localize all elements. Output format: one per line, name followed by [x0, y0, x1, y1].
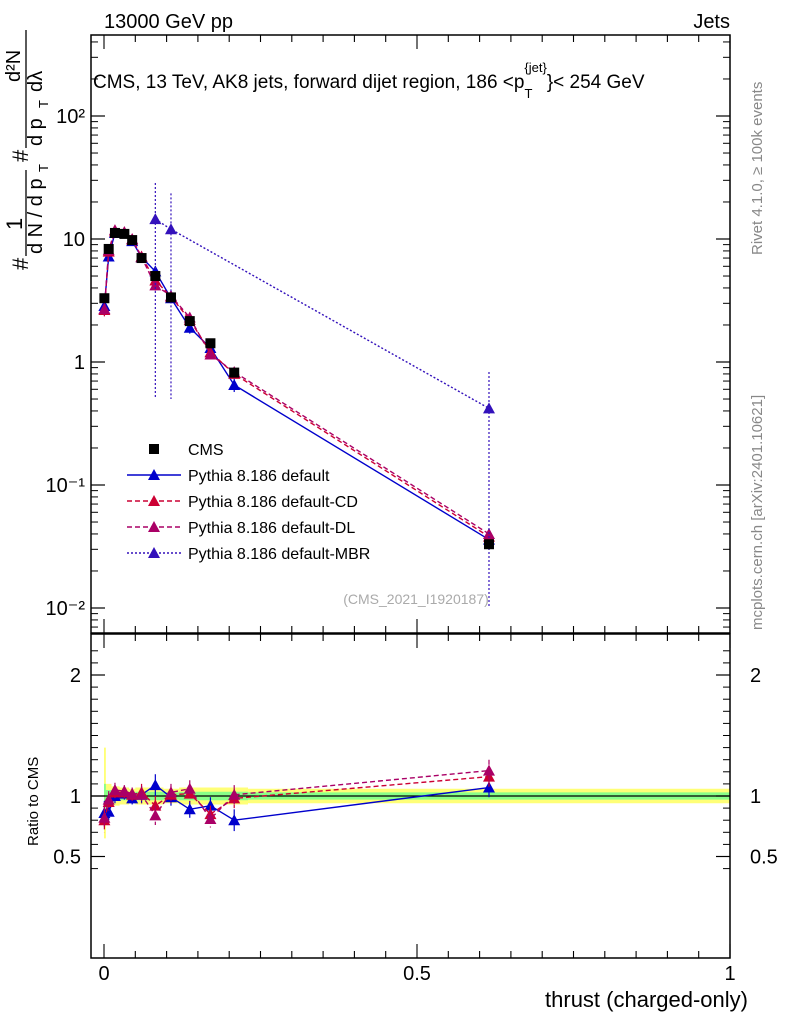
ratio-pythia-8-186-default-dl-series	[98, 759, 495, 830]
ratio-pythia-8-186-default-point	[482, 781, 495, 793]
y-tick-label: 10⁻²	[46, 598, 86, 620]
plot-title-main: CMS, 13 TeV, AK8 jets, forward dijet reg…	[93, 72, 524, 93]
ratio-pythia-8-186-default-point	[149, 779, 162, 791]
ratio-y-label: Ratio to CMS	[25, 757, 42, 846]
ratio-y-tick-label: 2	[70, 665, 81, 687]
plot-title-sub: T	[524, 86, 532, 101]
rivet-label: Rivet 4.1.0, ≥ 100k events	[749, 82, 766, 255]
legend-label: Pythia 8.186 default	[188, 468, 330, 485]
ratio-pythia-8-186-default-dl-point	[118, 785, 131, 797]
y-label-d2n: d²N	[3, 50, 25, 82]
category-label: Jets	[693, 11, 730, 33]
main-pythia-8-186-default-mbr-line	[154, 218, 490, 409]
ratio-plot-frame	[90, 633, 731, 959]
y-tick-label: 10⁻¹	[46, 475, 86, 497]
ratio-pythia-8-186-default-dl-point	[183, 782, 196, 794]
main-plot-series	[98, 183, 495, 608]
legend-label: CMS	[188, 442, 224, 459]
ratio-pythia-8-186-default-dl-point	[164, 786, 177, 798]
main-pythia-8-186-default-mbr-point	[149, 213, 162, 225]
main-cms-point	[103, 243, 114, 254]
y-label-hash1: #	[8, 257, 33, 270]
y-axis-label: # 1 d N / d p T # d²N d p T dλ	[2, 30, 51, 270]
main-plot-frame	[90, 34, 731, 634]
y-label-dl: dλ	[25, 71, 47, 92]
main-cms-point	[205, 338, 216, 349]
legend-marker	[148, 547, 160, 558]
ratio-pythia-8-186-default-point	[183, 803, 196, 815]
y-label-t2: T	[36, 100, 51, 108]
y-label-t1: T	[36, 164, 51, 172]
plot-title: CMS, 13 TeV, AK8 jets, forward dijet reg…	[93, 60, 645, 101]
ratio-y-tick-label-right: 1	[750, 786, 761, 808]
main-cms-point	[150, 271, 161, 282]
legend-marker	[148, 469, 160, 480]
main-cms-point	[99, 293, 110, 304]
energy-label: 13000 GeV pp	[104, 11, 233, 33]
y-label-hash2: #	[8, 149, 33, 162]
main-cms-point	[483, 539, 494, 550]
uncertainty-bands	[91, 747, 730, 839]
ratio-pythia-8-186-default-dl-point	[149, 809, 162, 821]
ratio-plot-series	[98, 759, 495, 833]
ratio-pythia-8-186-default-point	[204, 799, 217, 811]
ratio-pythia-8-186-default-dl-point	[228, 788, 241, 800]
main-pythia-8-186-default-mbr-series	[149, 183, 495, 608]
tick-labels: 10⁻² 10⁻¹ 1 10 10² 0.5 0.5 1 1 2 2 0 0.5 1	[46, 106, 778, 985]
y-label-dn: d N / d p	[25, 178, 47, 254]
plot-title-tail: }< 254 GeV	[547, 72, 645, 93]
ratio-y-tick-label: 1	[70, 786, 81, 808]
legend: CMS Pythia 8.186 default Pythia 8.186 defa…	[127, 442, 370, 563]
legend-marker	[149, 444, 159, 454]
x-tick-label: 1	[724, 963, 735, 985]
main-cms-point	[229, 367, 240, 378]
ratio-pythia-8-186-default-dl-point	[126, 787, 139, 799]
main-pythia-8-186-default-dl-line	[103, 229, 490, 535]
legend-marker	[148, 495, 160, 506]
main-pythia-8-186-default-point	[183, 321, 196, 333]
main-pythia-8-186-default-cd-line	[103, 230, 490, 538]
main-cms-point	[127, 235, 138, 246]
legend-label: Pythia 8.186 default-CD	[188, 494, 358, 511]
ratio-pythia-8-186-default-dl-point	[204, 812, 217, 824]
legend-label: Pythia 8.186 default-DL	[188, 520, 355, 537]
main-cms-point	[184, 316, 195, 327]
ratio-pythia-8-186-default-cd-point	[149, 799, 162, 811]
main-cms-point	[136, 253, 147, 264]
ratio-pythia-8-186-default-dl-point	[108, 783, 121, 795]
axis-ticks	[91, 35, 731, 958]
main-pythia-8-186-default-mbr-point	[164, 223, 177, 235]
ratio-y-tick-label-right: 2	[750, 665, 761, 687]
ratio-pythia-8-186-default-dl-point	[98, 811, 111, 823]
legend-label: Pythia 8.186 default-MBR	[188, 546, 370, 563]
y-label-dp: d p	[25, 118, 47, 146]
main-cms-series	[99, 227, 494, 550]
y-tick-label: 1	[74, 352, 85, 374]
x-tick-label: 0.5	[403, 963, 431, 985]
x-axis-label: thrust (charged-only)	[545, 987, 748, 1012]
source-label: mcplots.cern.ch [arXiv:2401.10621]	[749, 395, 766, 630]
main-cms-point	[165, 292, 176, 303]
ratio-pythia-8-186-default-dl-point	[102, 793, 115, 805]
x-tick-label: 0	[98, 963, 109, 985]
y-label-one: 1	[2, 218, 27, 230]
y-tick-label: 10	[63, 229, 85, 251]
ratio-pythia-8-186-default-dl-point	[482, 764, 495, 776]
main-pythia-8-186-default-dl-point	[98, 302, 111, 314]
ratio-pythia-8-186-default-point	[228, 814, 241, 826]
plot-title-sup: {jet}	[524, 60, 547, 75]
y-tick-label: 10²	[56, 106, 85, 128]
main-cms-point	[109, 227, 120, 238]
analysis-id: (CMS_2021_I1920187)	[343, 591, 489, 607]
ratio-pythia-8-186-default-dl-point	[135, 788, 148, 800]
main-cms-point	[119, 228, 130, 239]
main-pythia-8-186-default-point	[228, 379, 241, 391]
main-pythia-8-186-default-mbr-point	[482, 402, 495, 414]
ratio-y-tick-label: 0.5	[53, 847, 81, 869]
ratio-y-tick-label-right: 0.5	[750, 847, 778, 869]
legend-marker	[148, 521, 160, 532]
main-pythia-8-186-default-dl-point	[204, 348, 217, 360]
